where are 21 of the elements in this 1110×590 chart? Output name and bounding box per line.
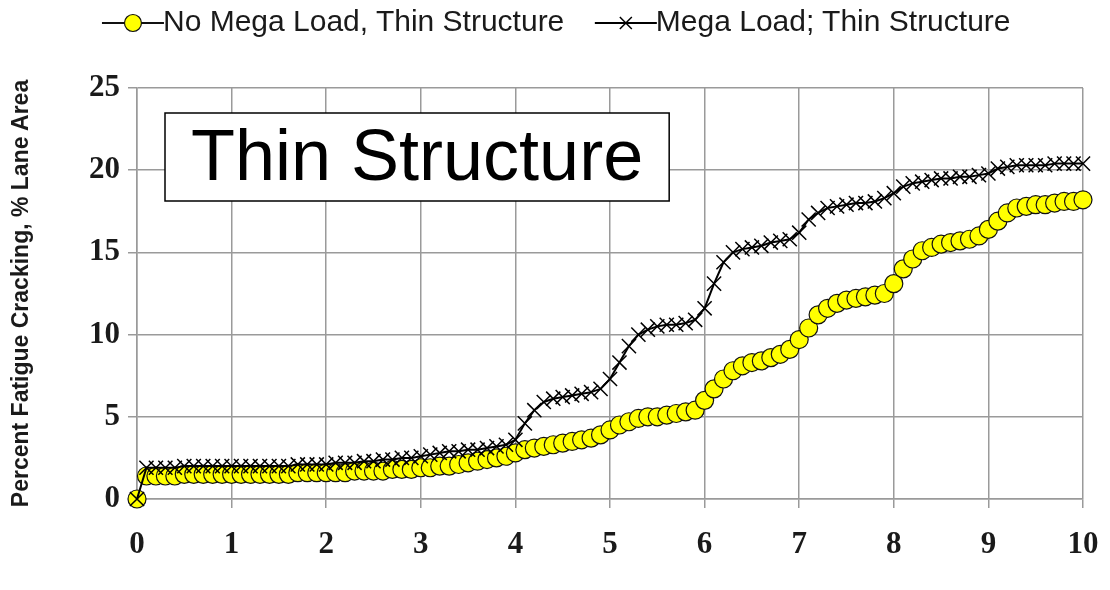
x-tick-label: 6 <box>696 524 713 560</box>
legend-label: Mega Load; Thin Structure <box>655 4 1011 38</box>
y-tick-label: 25 <box>89 68 120 104</box>
x-tick-label: 1 <box>223 524 240 560</box>
x-tick-label: 10 <box>1067 524 1099 560</box>
x-tick-label: 9 <box>980 524 997 560</box>
x-tick-label: 4 <box>507 524 524 560</box>
x-tick-label: 5 <box>602 524 618 560</box>
annotation: Thin Structure <box>191 114 644 195</box>
x-tick-label: 0 <box>129 524 145 560</box>
x-tick-label: 3 <box>413 524 429 560</box>
y-tick-label: 0 <box>104 479 120 515</box>
x-tick-label: 7 <box>791 524 807 560</box>
y-tick-label: 20 <box>89 150 120 186</box>
legend-label: No Mega Load, Thin Structure <box>162 4 565 38</box>
y-axis-title: Percent Fatigue Cracking, % Lane Area <box>7 79 34 508</box>
y-tick-label: 5 <box>104 396 120 432</box>
x-tick-label: 2 <box>318 524 334 560</box>
x-tick-label: 8 <box>886 524 902 560</box>
y-tick-label: 15 <box>89 232 120 268</box>
y-tick-label: 10 <box>89 314 120 350</box>
